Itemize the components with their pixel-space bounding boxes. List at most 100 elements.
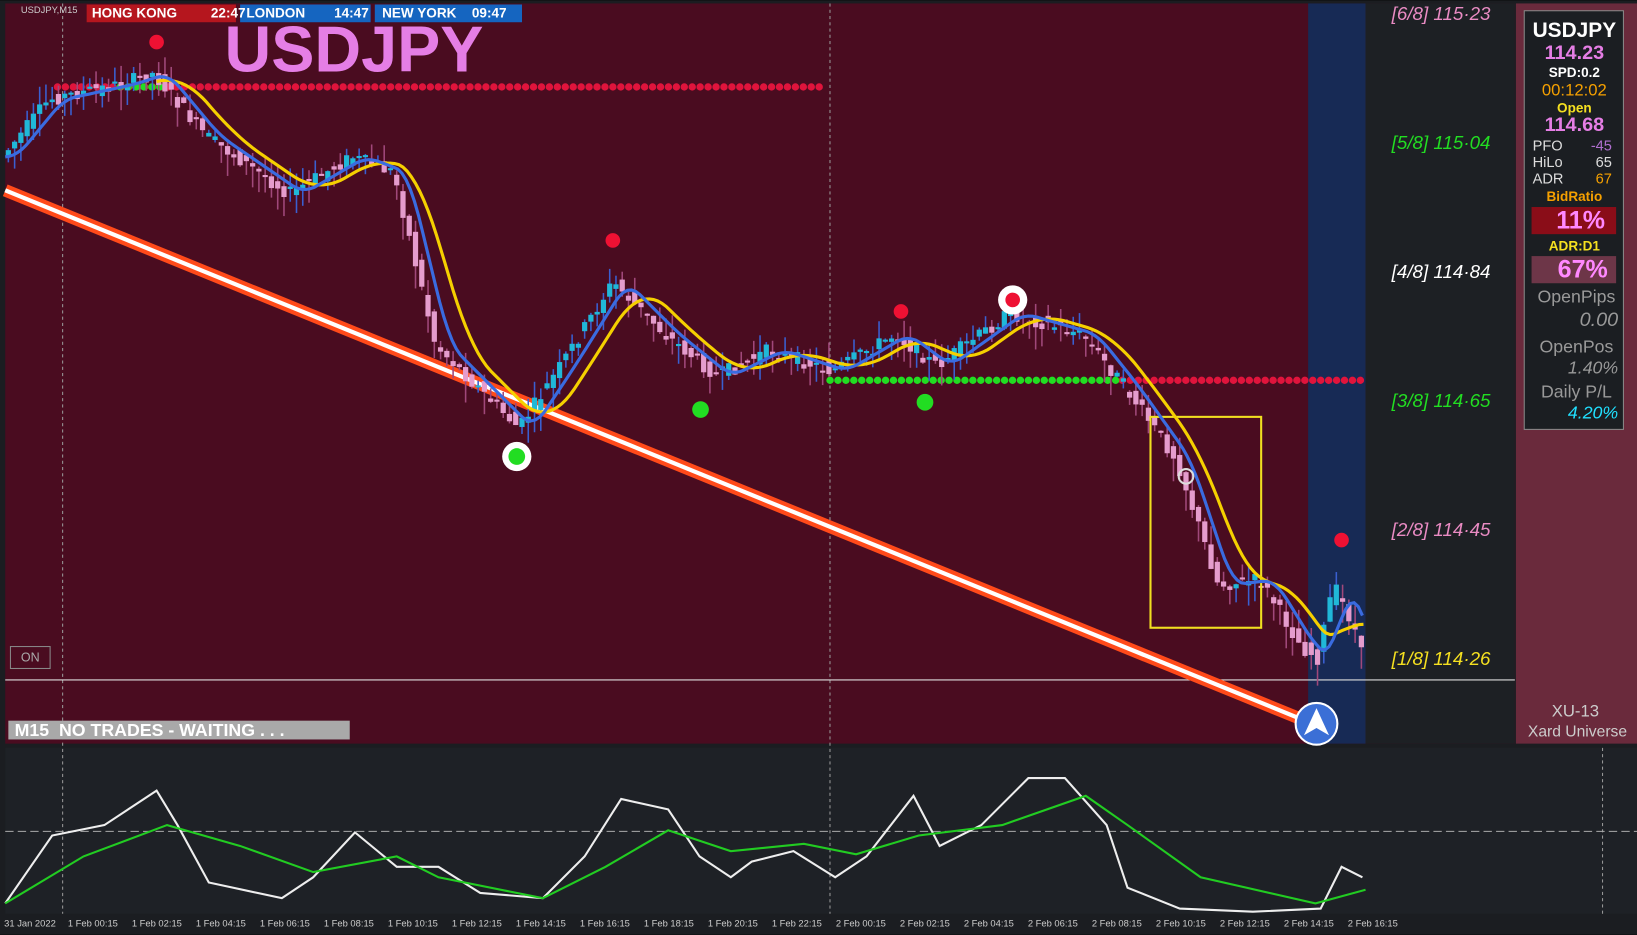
level-label: [2/8] 114·45 xyxy=(1391,519,1491,540)
candle xyxy=(262,175,268,178)
candle xyxy=(688,347,694,358)
candle xyxy=(964,341,970,344)
time-label: 1 Feb 00:15 xyxy=(68,918,118,929)
candle xyxy=(1158,430,1164,433)
candle xyxy=(93,84,99,89)
candle xyxy=(55,93,62,105)
brand: Xard Universe xyxy=(1528,723,1627,740)
candle xyxy=(914,343,920,354)
candle xyxy=(143,74,149,83)
candle xyxy=(1302,641,1308,656)
candle xyxy=(1308,642,1314,655)
candle xyxy=(137,75,143,78)
time-label: 1 Feb 12:15 xyxy=(452,918,502,929)
candle xyxy=(876,338,882,350)
candle xyxy=(394,174,400,186)
candle xyxy=(1095,347,1101,351)
candle xyxy=(519,417,525,427)
candle xyxy=(437,347,444,352)
candle xyxy=(218,142,224,146)
candle xyxy=(926,356,932,360)
time-label: 2 Feb 14:15 xyxy=(1284,918,1334,929)
candle xyxy=(1183,472,1189,491)
candle xyxy=(932,354,939,361)
big-symbol: USDJPY xyxy=(224,13,483,86)
candle xyxy=(1233,584,1239,589)
candle xyxy=(312,173,318,185)
candle xyxy=(669,332,675,339)
candle xyxy=(1001,311,1007,329)
dailypl-value: 4.20% xyxy=(1568,402,1618,422)
candle xyxy=(901,337,907,346)
candle xyxy=(331,166,337,170)
candle xyxy=(87,86,93,89)
bidratio-value: 11% xyxy=(1556,206,1605,234)
candle xyxy=(807,359,813,367)
panel-price: 114.23 xyxy=(1545,42,1605,64)
candle xyxy=(588,314,594,322)
candle xyxy=(769,351,776,355)
candle xyxy=(5,150,11,157)
candle xyxy=(1289,627,1296,639)
session-zone xyxy=(1308,3,1366,744)
candle xyxy=(425,294,431,317)
time-label: 2 Feb 12:15 xyxy=(1220,918,1270,929)
candle xyxy=(206,132,212,137)
stat-label: PFO xyxy=(1533,138,1563,154)
stat-value: -45 xyxy=(1591,138,1612,154)
candle xyxy=(199,118,206,131)
clock-box xyxy=(374,4,523,23)
openpips-value: 0.00 xyxy=(1580,309,1619,331)
candle xyxy=(1214,561,1220,583)
candle xyxy=(1051,327,1058,330)
candle xyxy=(224,146,231,155)
candle xyxy=(187,110,193,123)
on-button[interactable] xyxy=(9,646,51,669)
candle xyxy=(112,81,118,84)
candle xyxy=(256,168,262,172)
candle xyxy=(1145,407,1152,421)
candle xyxy=(431,311,437,342)
candle xyxy=(362,155,369,158)
candle xyxy=(325,171,331,182)
openpos-value: 1.40% xyxy=(1568,358,1618,378)
candle xyxy=(1089,344,1095,347)
candle xyxy=(1239,577,1245,580)
candle xyxy=(506,413,513,422)
candle xyxy=(575,343,581,348)
candle xyxy=(1314,649,1321,665)
candle xyxy=(675,343,682,347)
candle xyxy=(412,231,419,267)
candle xyxy=(488,398,494,402)
on-button-label[interactable]: ON xyxy=(21,650,40,664)
candle xyxy=(181,97,187,103)
buy-signal xyxy=(692,401,709,418)
candle xyxy=(1114,372,1120,377)
candle xyxy=(1283,611,1289,627)
candle xyxy=(826,361,832,375)
panel-open: 114.68 xyxy=(1545,114,1605,136)
candle xyxy=(663,335,669,340)
candle xyxy=(1039,323,1045,330)
candle xyxy=(976,329,982,337)
candle xyxy=(513,411,519,426)
candle xyxy=(168,80,174,90)
candle xyxy=(920,357,926,363)
stat-value: 67 xyxy=(1596,172,1612,188)
candle xyxy=(162,74,168,92)
adr-label: ADR:D1 xyxy=(1549,238,1601,253)
osc-slow xyxy=(4,794,1366,905)
clock-city: NEW YORK xyxy=(382,5,457,20)
candle xyxy=(243,155,249,162)
bidratio-label: BidRatio xyxy=(1546,189,1602,204)
candle xyxy=(813,362,820,365)
time-label: 31 Jan 2022 xyxy=(4,918,56,929)
candle xyxy=(469,374,475,387)
symbol-label: USDJPY,M15 xyxy=(21,4,78,15)
candle xyxy=(481,381,488,392)
candle xyxy=(343,155,350,169)
candle xyxy=(1070,331,1076,336)
time-label: 1 Feb 04:15 xyxy=(196,918,246,929)
candle xyxy=(212,136,218,140)
